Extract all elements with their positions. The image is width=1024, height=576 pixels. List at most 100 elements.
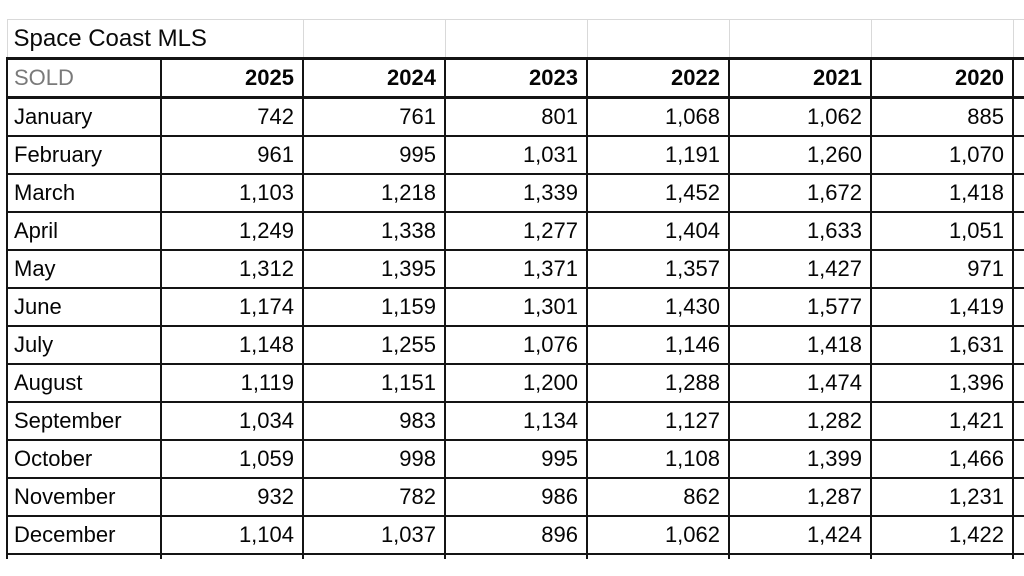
- cell-value[interactable]: 1,371: [444, 248, 588, 289]
- cell-value[interactable]: 1,312: [160, 248, 304, 289]
- empty-cell[interactable]: [1012, 96, 1024, 137]
- cell-value[interactable]: 1,404: [586, 210, 730, 251]
- cell-value[interactable]: 1,062: [728, 96, 872, 137]
- cell-value[interactable]: 1,070: [870, 134, 1014, 175]
- cell-value[interactable]: 995: [444, 438, 588, 479]
- cell-value[interactable]: 1,260: [728, 134, 872, 175]
- cell-value[interactable]: 1,418: [870, 172, 1014, 213]
- cell-value[interactable]: 1,218: [302, 172, 446, 213]
- cell-value[interactable]: 1,419: [870, 286, 1014, 327]
- cell-value[interactable]: 1,282: [728, 400, 872, 441]
- cell-month[interactable]: April: [6, 210, 162, 251]
- cell-value[interactable]: 1,034: [160, 400, 304, 441]
- cell-value[interactable]: 1,159: [302, 286, 446, 327]
- cell-value[interactable]: 801: [444, 96, 588, 137]
- cell-value[interactable]: 1,249: [160, 210, 304, 251]
- cell-value[interactable]: 1,577: [728, 286, 872, 327]
- cell-value[interactable]: 1,151: [302, 362, 446, 403]
- cell-value[interactable]: 1,418: [728, 324, 872, 365]
- cell-value[interactable]: 1,255: [302, 324, 446, 365]
- cell-value[interactable]: 998: [302, 438, 446, 479]
- cell-value[interactable]: 742: [160, 96, 304, 137]
- header-year-2021[interactable]: 2021: [728, 57, 872, 99]
- cell-value[interactable]: 1,421: [870, 400, 1014, 441]
- cell-value[interactable]: 1,466: [870, 438, 1014, 479]
- cell-value[interactable]: 761: [302, 96, 446, 137]
- cell-value[interactable]: 1,059: [160, 438, 304, 479]
- cell-value[interactable]: 1,127: [586, 400, 730, 441]
- cell-value[interactable]: 1,031: [444, 134, 588, 175]
- empty-cell[interactable]: [302, 19, 445, 59]
- cell-value[interactable]: 1,108: [586, 438, 730, 479]
- cell-value[interactable]: 932: [160, 476, 304, 517]
- cell-month[interactable]: August: [6, 362, 162, 403]
- cell-value[interactable]: 986: [444, 476, 588, 517]
- cell-month[interactable]: May: [6, 248, 162, 289]
- sheet-title-cell[interactable]: Space Coast MLS: [6, 19, 303, 59]
- cell-value[interactable]: 1,134: [444, 400, 588, 441]
- cell-value[interactable]: 1,068: [586, 96, 730, 137]
- cell-value[interactable]: 983: [302, 400, 446, 441]
- empty-cell[interactable]: [870, 19, 1013, 59]
- cell-value[interactable]: 1,037: [302, 514, 446, 555]
- cell-value[interactable]: 1,430: [586, 286, 730, 327]
- cell-value[interactable]: 961: [160, 134, 304, 175]
- empty-cell[interactable]: [1012, 362, 1024, 403]
- cell-value[interactable]: 1,062: [586, 514, 730, 555]
- cell-value[interactable]: 1,104: [160, 514, 304, 555]
- header-year-2024[interactable]: 2024: [302, 57, 446, 99]
- cell-month[interactable]: October: [6, 438, 162, 479]
- cell-value[interactable]: 1,474: [728, 362, 872, 403]
- empty-cell[interactable]: [1012, 514, 1024, 555]
- cell-value[interactable]: 1,200: [444, 362, 588, 403]
- cell-value[interactable]: 1,427: [728, 248, 872, 289]
- cell-value[interactable]: 1,103: [160, 172, 304, 213]
- cell-month[interactable]: March: [6, 172, 162, 213]
- cell-value[interactable]: 1,191: [586, 134, 730, 175]
- cell-value[interactable]: 1,396: [870, 362, 1014, 403]
- empty-cell[interactable]: [586, 19, 729, 59]
- cell-value[interactable]: 1,146: [586, 324, 730, 365]
- cell-month[interactable]: January: [6, 96, 162, 137]
- cell-value[interactable]: 1,631: [870, 324, 1014, 365]
- cell-value[interactable]: 1,301: [444, 286, 588, 327]
- empty-cell[interactable]: [1012, 172, 1024, 213]
- cell-value[interactable]: 1,076: [444, 324, 588, 365]
- header-year-2022[interactable]: 2022: [586, 57, 730, 99]
- empty-cell[interactable]: [1012, 57, 1024, 99]
- header-year-2020[interactable]: 2020: [870, 57, 1014, 99]
- empty-cell[interactable]: [1012, 134, 1024, 175]
- cell-value[interactable]: 971: [870, 248, 1014, 289]
- cell-value[interactable]: 1,231: [870, 476, 1014, 517]
- cell-month[interactable]: June: [6, 286, 162, 327]
- cell-value[interactable]: 862: [586, 476, 730, 517]
- cell-month[interactable]: November: [6, 476, 162, 517]
- cell-value[interactable]: 995: [302, 134, 446, 175]
- cell-month[interactable]: December: [6, 514, 162, 555]
- cell-value[interactable]: 1,277: [444, 210, 588, 251]
- empty-cell[interactable]: [1012, 248, 1024, 289]
- cell-value[interactable]: 1,422: [870, 514, 1014, 555]
- empty-cell[interactable]: [1012, 210, 1024, 251]
- empty-cell[interactable]: [728, 19, 871, 59]
- cell-value[interactable]: 896: [444, 514, 588, 555]
- cell-value[interactable]: 1,633: [728, 210, 872, 251]
- header-year-2023[interactable]: 2023: [444, 57, 588, 99]
- header-sold-label[interactable]: SOLD: [6, 57, 162, 99]
- empty-cell[interactable]: [1012, 400, 1024, 441]
- cell-month[interactable]: September: [6, 400, 162, 441]
- cell-value[interactable]: 1,452: [586, 172, 730, 213]
- cell-value[interactable]: 1,051: [870, 210, 1014, 251]
- empty-cell[interactable]: [444, 19, 587, 59]
- cell-value[interactable]: 1,287: [728, 476, 872, 517]
- cell-value[interactable]: 1,395: [302, 248, 446, 289]
- cell-value[interactable]: 1,672: [728, 172, 872, 213]
- empty-cell[interactable]: [1012, 438, 1024, 479]
- header-year-2025[interactable]: 2025: [160, 57, 304, 99]
- cell-value[interactable]: 885: [870, 96, 1014, 137]
- cell-value[interactable]: 1,288: [586, 362, 730, 403]
- cell-month[interactable]: February: [6, 134, 162, 175]
- empty-cell[interactable]: [1012, 19, 1024, 59]
- cell-value[interactable]: 1,339: [444, 172, 588, 213]
- cell-value[interactable]: 1,424: [728, 514, 872, 555]
